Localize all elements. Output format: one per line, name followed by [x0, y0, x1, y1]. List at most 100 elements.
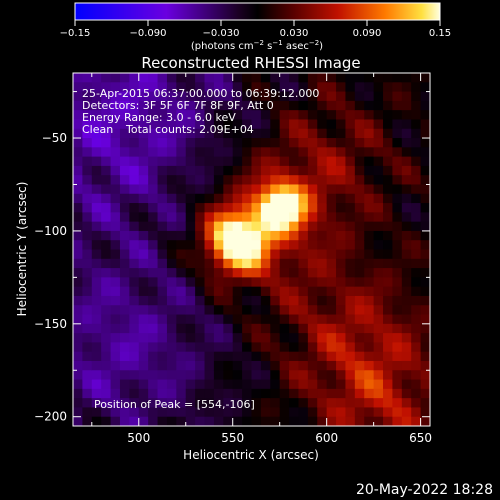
heatmap-cell	[82, 184, 93, 195]
heatmap-cell	[251, 73, 262, 83]
heatmap-cell	[411, 379, 422, 390]
heatmap-cell	[110, 240, 121, 251]
heatmap-cell	[129, 138, 140, 148]
heatmap-cell	[204, 407, 215, 418]
heatmap-cell	[138, 360, 149, 371]
heatmap-cell	[270, 379, 281, 390]
heatmap-cell	[411, 388, 422, 399]
heatmap-cell	[289, 147, 300, 158]
heatmap-cell	[298, 73, 309, 83]
heatmap-cell	[364, 333, 375, 343]
heatmap-cell	[270, 398, 281, 409]
heatmap-cell	[420, 342, 430, 353]
heatmap-cell	[223, 379, 234, 390]
heatmap-cell	[204, 128, 215, 139]
heatmap-cell	[213, 323, 224, 334]
heatmap-cell	[260, 258, 271, 269]
heatmap-cell	[364, 407, 375, 418]
heatmap-cell	[401, 119, 412, 130]
heatmap-cell	[307, 240, 318, 251]
heatmap-cell	[260, 73, 271, 83]
heatmap-cell	[119, 407, 130, 418]
heatmap-cell	[411, 295, 422, 306]
heatmap-cell	[204, 110, 215, 121]
heatmap-cell	[157, 295, 168, 306]
heatmap-cell	[354, 212, 365, 223]
heatmap-cell	[298, 351, 309, 362]
heatmap-cell	[354, 323, 365, 334]
heatmap-cell	[354, 184, 365, 195]
heatmap-cell	[176, 147, 187, 158]
heatmap-cell	[195, 73, 206, 83]
heatmap-cell	[420, 268, 430, 278]
heatmap-cell	[307, 221, 318, 232]
heatmap-cell	[289, 342, 300, 353]
heatmap-cell	[185, 398, 196, 409]
heatmap-cell	[251, 100, 262, 111]
heatmap-cell	[129, 203, 140, 213]
heatmap-cell	[411, 128, 422, 139]
heatmap-cell	[411, 230, 422, 241]
heatmap-cell	[392, 277, 403, 288]
heatmap-cell	[119, 333, 130, 343]
heatmap-cell	[364, 416, 375, 426]
heatmap-cell	[232, 388, 243, 399]
heatmap-cell	[82, 277, 93, 288]
heatmap-cell	[251, 193, 262, 204]
heatmap-cell	[279, 73, 290, 83]
heatmap-cell	[166, 100, 177, 111]
heatmap-cell	[420, 295, 430, 306]
heatmap-cell	[298, 333, 309, 343]
heatmap-cell	[401, 379, 412, 390]
heatmap-cell	[82, 193, 93, 204]
heatmap-cell	[101, 110, 112, 121]
heatmap-cell	[251, 91, 262, 102]
heatmap-cell	[129, 342, 140, 353]
heatmap-cell	[354, 193, 365, 204]
heatmap-cell	[336, 258, 347, 269]
heatmap-cell	[251, 277, 262, 288]
heatmap-cell	[289, 73, 300, 83]
heatmap-cell	[166, 240, 177, 251]
heatmap-cell	[101, 128, 112, 139]
heatmap-cell	[279, 323, 290, 334]
heatmap-cell	[326, 119, 337, 130]
heatmap-cell	[336, 82, 347, 93]
heatmap-cell	[176, 110, 187, 121]
heatmap-cell	[270, 277, 281, 288]
heatmap-cell	[317, 193, 328, 204]
heatmap-cell	[91, 416, 102, 426]
heatmap-cell	[289, 193, 300, 204]
heatmap-cell	[307, 388, 318, 399]
heatmap-cell	[166, 156, 177, 167]
heatmap-cell	[73, 119, 83, 130]
heatmap-cell	[260, 240, 271, 251]
heatmap-cell	[420, 379, 430, 390]
heatmap-cell	[91, 258, 102, 269]
heatmap-cell	[260, 268, 271, 278]
heatmap-cell	[232, 147, 243, 158]
heatmap-cell	[270, 203, 281, 213]
heatmap-cell	[119, 212, 130, 223]
heatmap-cell	[148, 128, 159, 139]
heatmap-cell	[148, 184, 159, 195]
heatmap-cell	[185, 147, 196, 158]
heatmap-cell	[364, 388, 375, 399]
heatmap-cell	[345, 360, 356, 371]
heatmap-cell	[213, 193, 224, 204]
heatmap-cell	[298, 305, 309, 316]
heatmap-cell	[129, 175, 140, 186]
heatmap-cell	[242, 277, 253, 288]
heatmap-cell	[82, 388, 93, 399]
heatmap-cell	[383, 277, 394, 288]
heatmap-cell	[364, 156, 375, 167]
heatmap-cell	[101, 407, 112, 418]
heatmap-cell	[138, 193, 149, 204]
heatmap-cell	[279, 416, 290, 426]
heatmap-cell	[204, 268, 215, 278]
heatmap-cell	[411, 73, 422, 83]
heatmap-cell	[307, 230, 318, 241]
heatmap-cell	[242, 258, 253, 269]
heatmap-cell	[354, 286, 365, 297]
annotation-energy-range: Energy Range: 3.0 - 6.0 keV	[82, 111, 236, 124]
